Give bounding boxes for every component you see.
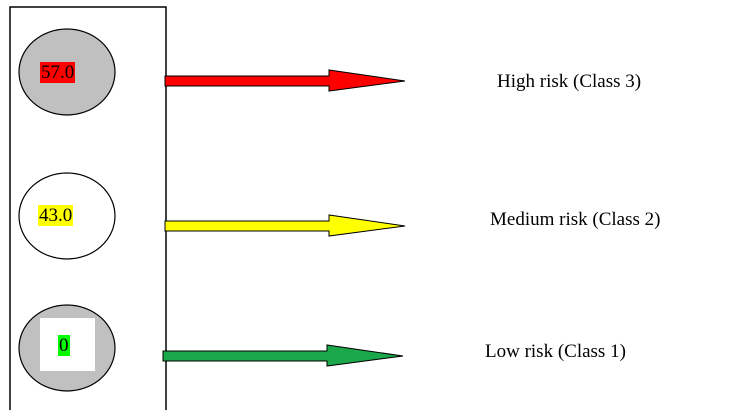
medium-risk-arrow	[164, 214, 406, 237]
indicator-panel	[9, 6, 167, 410]
low-risk-arrow	[162, 344, 404, 367]
high-risk-arrow	[164, 69, 406, 92]
medium-risk-label: Medium risk (Class 2)	[490, 209, 661, 230]
high-risk-label: High risk (Class 3)	[497, 71, 642, 92]
high-risk-value: 57.0	[40, 62, 76, 83]
medium-risk-value: 43.0	[38, 205, 74, 226]
low-risk-label: Low risk (Class 1)	[485, 341, 626, 362]
low-risk-value: 0	[58, 335, 70, 356]
